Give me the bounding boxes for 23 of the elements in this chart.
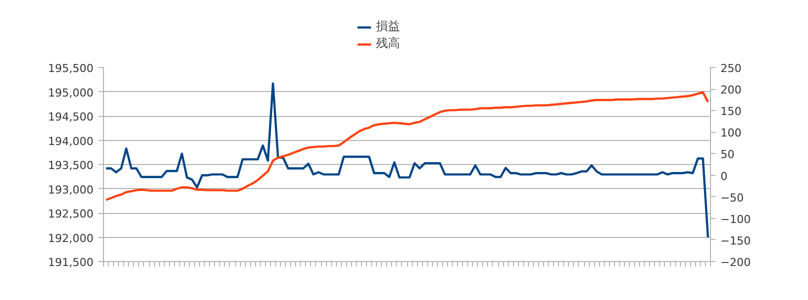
line-series xyxy=(104,82,710,238)
y-tick-label: 193,500 xyxy=(48,159,94,172)
y-tick-label: 195,000 xyxy=(48,86,94,100)
legend-label: 損益 xyxy=(376,18,400,35)
y2-tick-label: −200 xyxy=(720,256,751,269)
y-tick-label: 195,500 xyxy=(48,62,94,75)
y2-tick-label: −50 xyxy=(720,191,744,204)
y-tick-label: 192,000 xyxy=(48,232,94,245)
y-tick-label: 194,000 xyxy=(48,134,94,148)
legend-label: 残高 xyxy=(376,35,400,52)
line-series xyxy=(104,91,710,202)
y2-tick-label: 50 xyxy=(720,148,734,162)
y-tick-label: 191,500 xyxy=(48,256,94,269)
y2-tick-label: 0 xyxy=(720,170,728,183)
y-tick-label: 193,000 xyxy=(48,183,94,196)
y2-tick-label: 150 xyxy=(720,105,742,118)
y2-tick-label: −100 xyxy=(720,212,751,226)
y-tick-label: 192,500 xyxy=(48,208,94,220)
y2-tick-label: −150 xyxy=(720,234,751,248)
y-tick-label: 194,500 xyxy=(48,110,94,124)
y2-tick-label: 200 xyxy=(720,84,742,97)
y2-tick-label: 250 xyxy=(720,62,742,75)
y2-tick-label: 100 xyxy=(720,126,742,140)
